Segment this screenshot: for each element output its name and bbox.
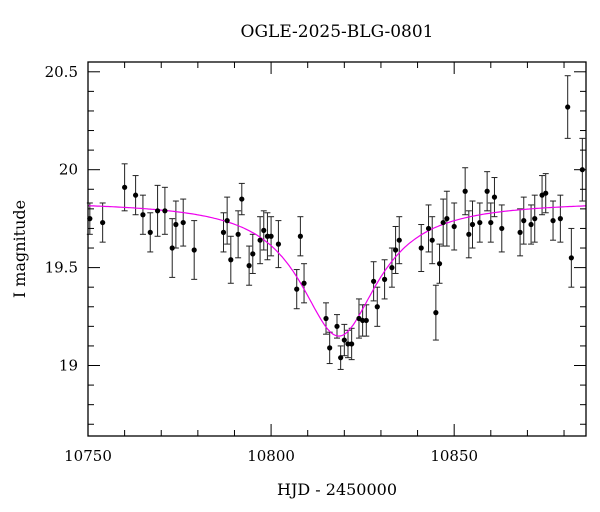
data-point xyxy=(550,218,556,224)
data-point xyxy=(444,216,450,222)
data-point xyxy=(462,188,468,194)
data-point xyxy=(517,229,523,235)
data-point xyxy=(543,190,549,196)
data-point xyxy=(180,219,186,226)
data-point xyxy=(425,225,432,232)
data-point xyxy=(466,231,472,237)
data-point xyxy=(392,247,399,253)
data-point xyxy=(488,219,494,226)
data-point xyxy=(521,218,527,224)
x-tick-label: 10850 xyxy=(430,447,478,465)
data-points xyxy=(87,104,585,361)
data-point xyxy=(133,192,139,198)
tick-labels: 10750 10800 10850 19 19.5 20 20.5 xyxy=(45,63,478,465)
data-point xyxy=(568,255,574,261)
data-point xyxy=(257,237,263,243)
data-point xyxy=(327,345,333,351)
data-point xyxy=(250,251,256,257)
data-point xyxy=(484,188,490,194)
data-point xyxy=(371,278,377,284)
data-point xyxy=(235,231,241,237)
data-point xyxy=(301,280,307,286)
chart-title: OGLE-2025-BLG-0801 xyxy=(240,22,434,42)
x-tick-label: 10750 xyxy=(64,447,112,465)
data-point xyxy=(154,208,161,214)
data-point xyxy=(162,208,168,214)
data-point xyxy=(433,310,439,316)
x-axis-title: HJD - 2450000 xyxy=(277,480,397,499)
data-point xyxy=(382,276,388,282)
data-point xyxy=(261,227,267,233)
data-point xyxy=(275,241,282,247)
data-point xyxy=(565,104,571,110)
data-point xyxy=(491,194,498,200)
data-point xyxy=(268,233,274,239)
data-point xyxy=(396,237,402,243)
data-point xyxy=(436,261,443,267)
data-point xyxy=(228,257,234,263)
data-point xyxy=(264,233,271,239)
data-point xyxy=(100,219,106,226)
data-point xyxy=(294,286,300,292)
data-point xyxy=(374,304,380,310)
data-point xyxy=(360,317,366,324)
data-point xyxy=(338,355,344,361)
model-curve xyxy=(87,205,586,337)
data-point xyxy=(220,229,227,235)
data-point xyxy=(224,218,230,224)
data-point xyxy=(418,245,424,251)
data-point xyxy=(451,223,457,230)
data-point xyxy=(429,237,435,243)
y-tick-label: 20.5 xyxy=(45,63,78,81)
data-point xyxy=(341,337,347,343)
plot-frame xyxy=(87,61,587,437)
data-point xyxy=(191,247,197,253)
y-tick-label: 20 xyxy=(59,161,78,179)
data-point xyxy=(469,221,476,228)
data-point xyxy=(499,225,505,232)
data-point xyxy=(363,317,369,324)
y-tick-label: 19 xyxy=(59,357,78,375)
data-point xyxy=(349,341,355,347)
data-point xyxy=(147,229,153,235)
data-point xyxy=(140,212,146,218)
data-point xyxy=(440,219,446,226)
data-point xyxy=(345,341,351,347)
data-point xyxy=(173,221,179,228)
data-point xyxy=(323,315,329,322)
data-point xyxy=(239,196,245,202)
data-point xyxy=(169,245,175,251)
data-point xyxy=(246,263,252,269)
y-tick-label: 19.5 xyxy=(45,259,78,277)
data-point xyxy=(334,323,340,329)
data-point xyxy=(532,216,538,222)
data-point xyxy=(557,216,563,222)
y-axis-title: I magnitude xyxy=(10,200,29,298)
data-point xyxy=(528,221,534,228)
data-point xyxy=(297,233,303,239)
data-point xyxy=(477,219,483,226)
data-point xyxy=(122,184,128,190)
axis-ticks xyxy=(87,62,586,436)
data-point xyxy=(389,265,395,271)
x-tick-label: 10800 xyxy=(247,447,295,465)
